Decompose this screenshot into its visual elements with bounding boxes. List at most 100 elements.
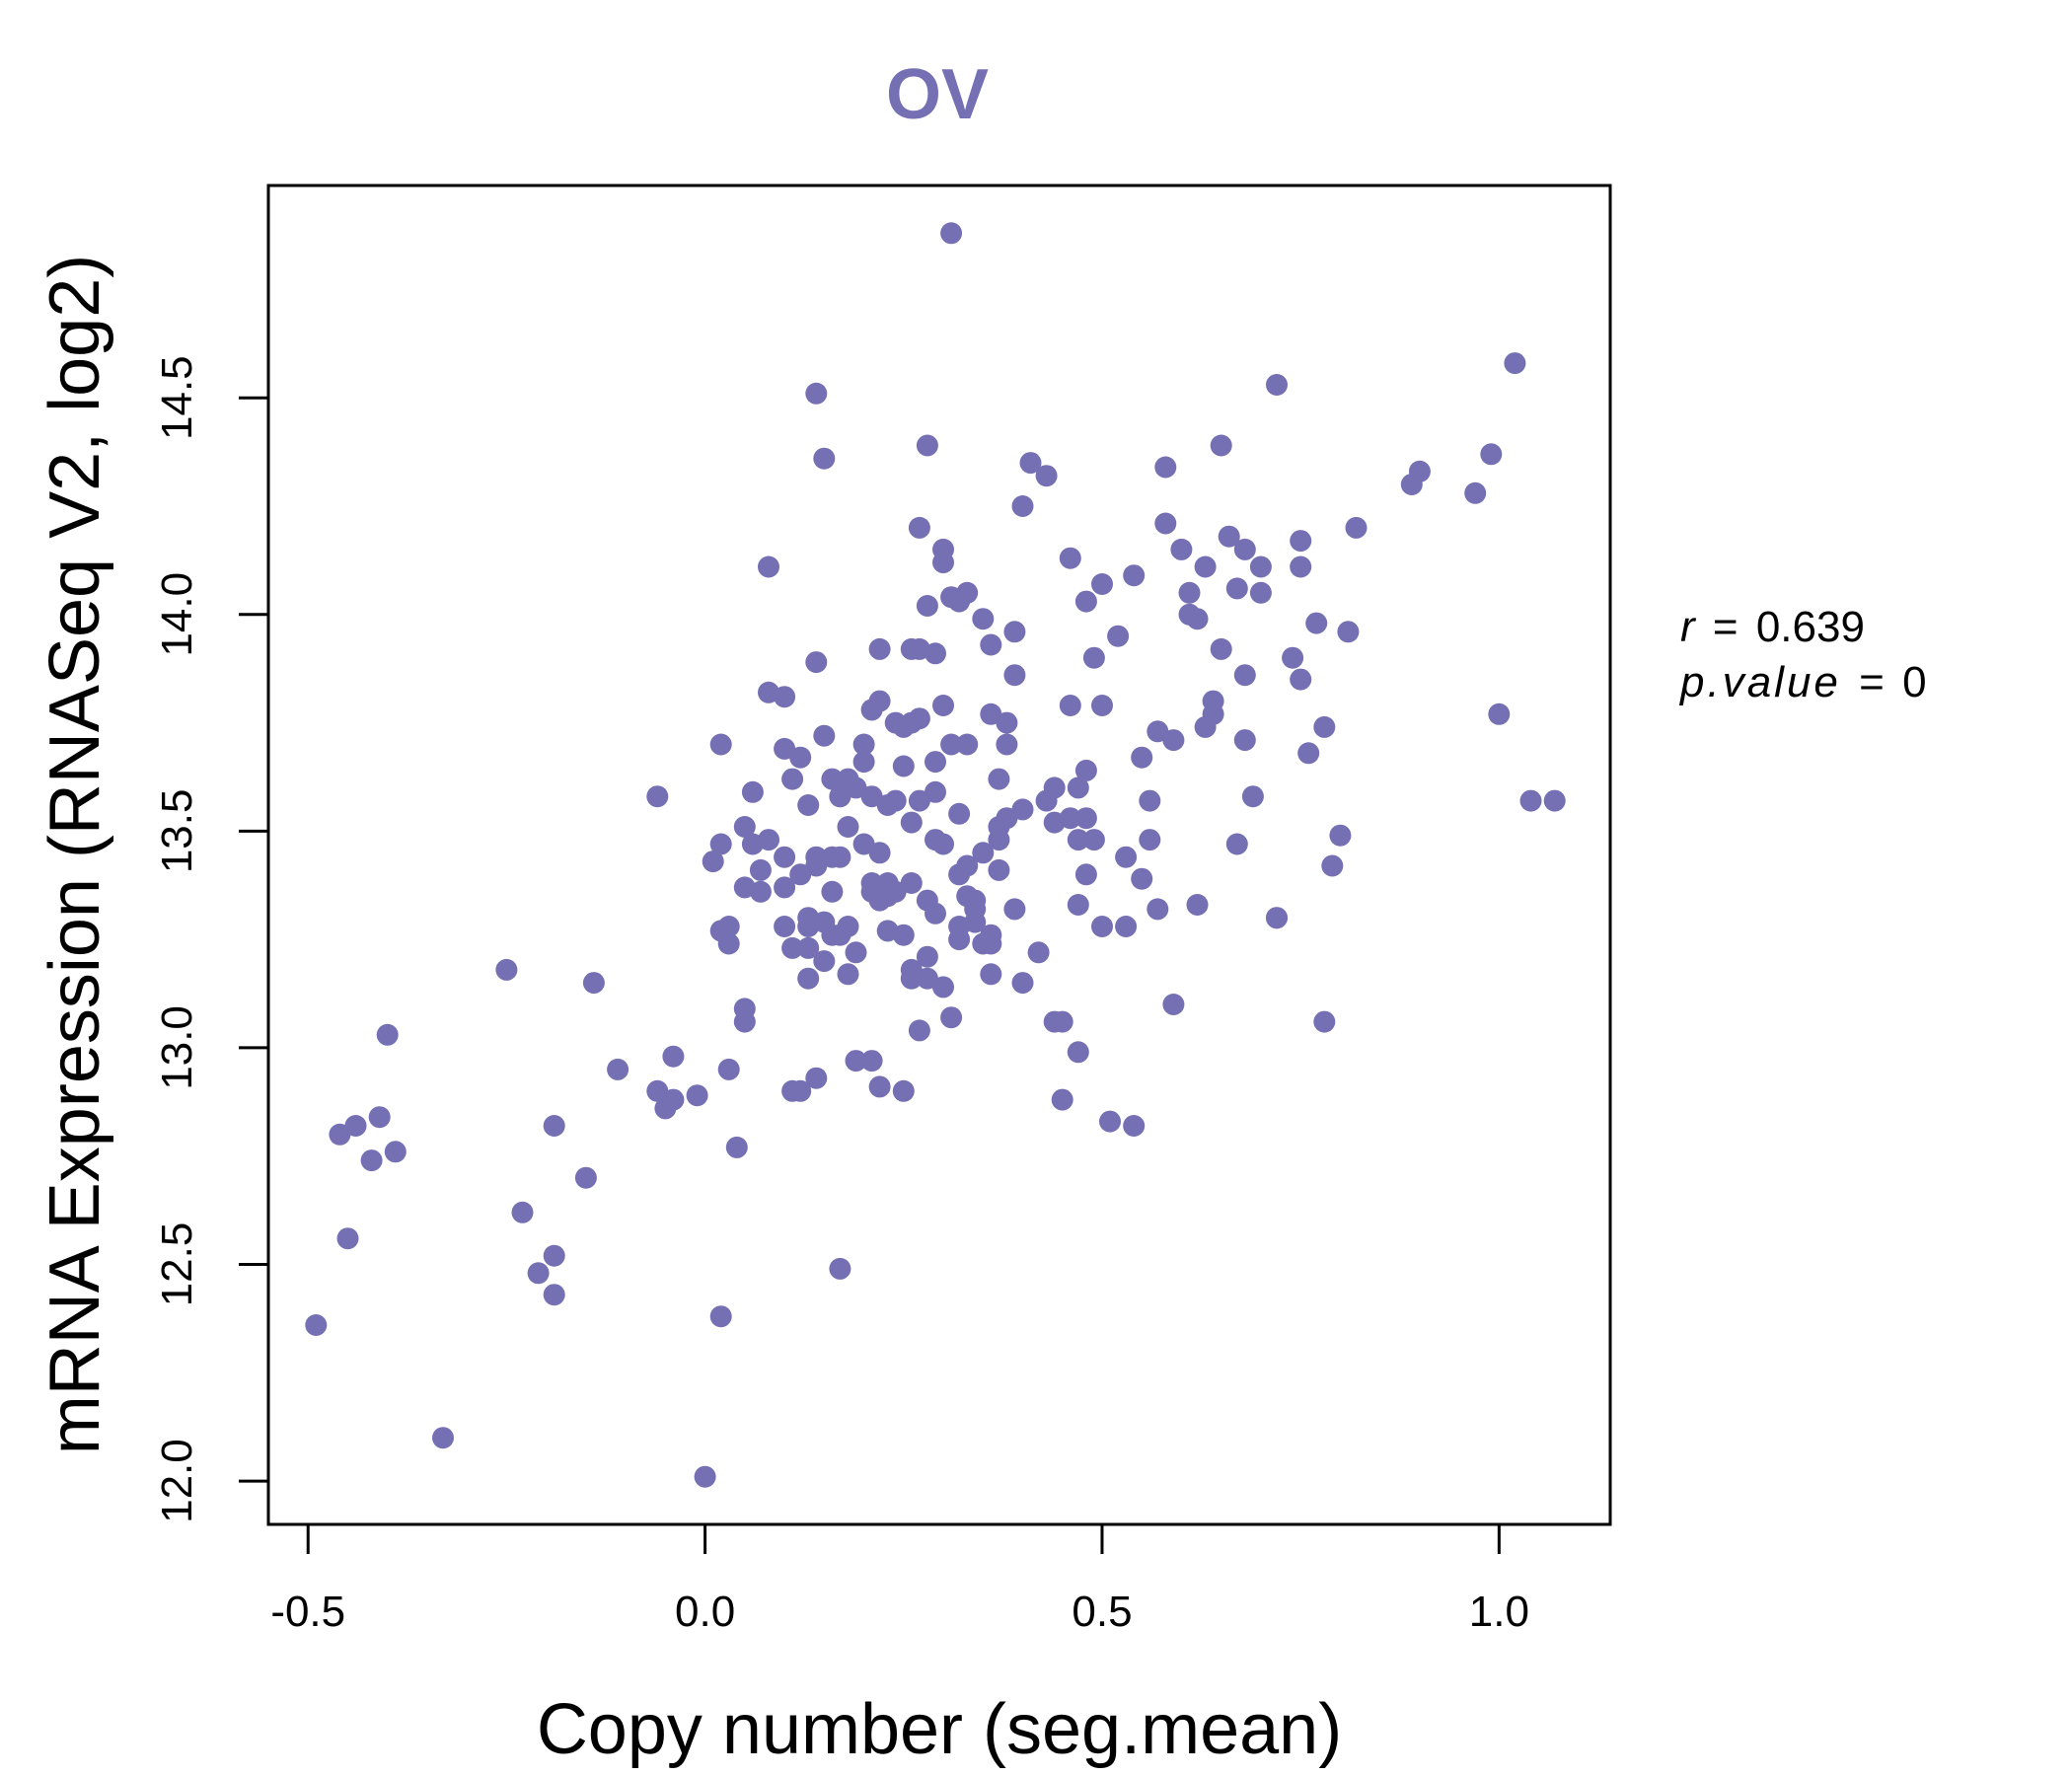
data-point [1202,690,1224,712]
data-point [1480,443,1503,466]
data-point [1059,807,1081,830]
data-point [749,858,772,881]
data-point [709,833,732,855]
data-point [1091,573,1113,595]
data-point [956,733,979,756]
data-point [925,780,946,803]
data-point [709,1305,732,1328]
data-point [774,876,796,899]
data-point [916,434,938,457]
data-point [741,780,764,803]
data-point [1123,564,1146,587]
data-point [1241,785,1264,808]
data-point [1162,994,1185,1015]
data-point [900,872,923,894]
data-point [813,447,836,470]
data-point [940,1006,963,1029]
data-point [432,1427,454,1449]
data-point [900,967,923,990]
data-point [543,1115,565,1137]
data-point [845,941,867,964]
r-label: r [1680,603,1697,651]
data-point [1082,646,1105,669]
data-point [932,976,954,999]
plot-frame [266,184,1612,1526]
data-point [908,789,930,812]
data-point [1139,789,1161,812]
data-point [1003,664,1026,687]
data-point [749,880,772,903]
y-axis: 12.0 12.5 13.0 13.5 14.0 14.5 [153,355,270,1523]
data-point [694,1465,716,1488]
data-point [948,928,971,951]
data-point [360,1149,383,1172]
data-point [1043,777,1066,799]
data-point [900,811,923,834]
x-axis: -0.5 0.0 0.5 1.0 [270,1522,1529,1636]
data-point [717,932,740,955]
data-point [1059,547,1081,569]
data-point [789,746,812,769]
data-point [1290,555,1312,578]
data-point [1543,789,1566,812]
data-point [1027,941,1050,964]
data-point [988,768,1010,790]
data-point [972,842,995,864]
x-tick-label: 0.5 [1072,1588,1132,1636]
data-point [725,1136,748,1158]
data-point [852,751,875,774]
data-point [948,802,971,825]
data-point [845,777,867,799]
data-point [1091,916,1113,937]
data-point [1186,894,1209,916]
data-point [916,967,938,990]
data-point [329,1123,351,1146]
data-point [758,555,779,578]
data-point [662,1088,685,1111]
y-tick-label: 13.0 [153,1005,201,1090]
data-point [940,222,963,245]
data-point [1082,829,1105,851]
data-point [789,863,812,886]
data-point [1051,1088,1073,1111]
data-point [892,715,915,738]
data-point [1297,742,1320,765]
data-point [774,916,796,937]
p-value: 0 [1902,658,1926,706]
data-point [972,608,995,630]
data-point [1345,516,1368,539]
data-point [1194,555,1217,578]
data-point [1408,460,1431,482]
data-point [543,1244,565,1267]
data-point [1074,759,1097,781]
data-point [916,595,938,617]
data-point [305,1314,328,1336]
correlation-annotation: r = 0.639 [1680,603,1865,651]
data-point [868,1075,891,1098]
x-axis-label: Copy number (seg.mean) [537,1690,1342,1769]
data-point [821,880,844,903]
data-point [495,958,518,981]
data-point [774,737,796,760]
data-point [1266,374,1288,396]
data-point [1011,495,1034,517]
y-tick-label: 13.5 [153,789,201,874]
data-point [376,1023,399,1046]
data-point [1011,972,1034,995]
data-point [980,924,1002,946]
data-point [781,768,804,790]
data-point [892,924,915,946]
data-point [1051,1010,1073,1033]
data-point [988,858,1010,881]
data-point [607,1058,629,1080]
data-point [368,1106,391,1129]
y-axis-label: mRNA Expression (RNASeq V2, log2) [36,255,114,1454]
data-point [758,829,779,851]
data-point [1233,729,1256,752]
data-point [925,751,946,774]
data-point [1003,898,1026,921]
data-point [1131,867,1153,890]
data-point [686,1084,708,1107]
data-point [1337,621,1360,643]
data-point [646,1079,669,1102]
